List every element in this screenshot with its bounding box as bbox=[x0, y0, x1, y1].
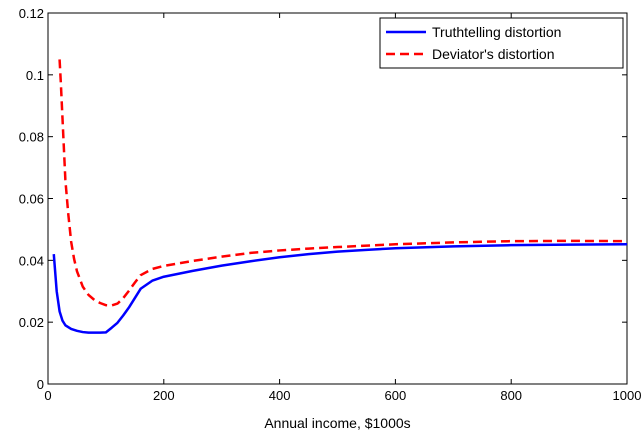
legend-label-truthtelling: Truthtelling distortion bbox=[432, 24, 561, 40]
x-tick-label: 800 bbox=[500, 388, 522, 403]
x-axis: 0 200 400 600 800 1000 bbox=[44, 13, 641, 403]
legend: Truthtelling distortion Deviator's disto… bbox=[379, 17, 624, 69]
y-tick-label: 0.04 bbox=[19, 253, 44, 268]
x-axis-title: Annual income, $1000s bbox=[264, 415, 410, 431]
x-tick-label: 0 bbox=[44, 388, 51, 403]
x-tick-label: 200 bbox=[153, 388, 175, 403]
legend-box bbox=[379, 17, 624, 69]
deviators-distortion-line bbox=[58, 59, 628, 307]
y-tick-label: 0.1 bbox=[26, 68, 44, 83]
plot-frame bbox=[47, 12, 628, 385]
x-tick-label: 400 bbox=[269, 388, 291, 403]
y-tick-label: 0 bbox=[37, 377, 44, 392]
y-tick-label: 0.08 bbox=[19, 130, 44, 145]
series-group bbox=[52, 59, 628, 334]
y-tick-label: 0.12 bbox=[19, 6, 44, 21]
x-tick-label: 1000 bbox=[613, 388, 642, 403]
y-tick-label: 0.02 bbox=[19, 315, 44, 330]
y-axis: 0 0.02 0.04 0.06 0.08 0.1 0.12 bbox=[19, 6, 627, 392]
x-tick-label: 600 bbox=[385, 388, 407, 403]
y-tick-label: 0.06 bbox=[19, 192, 44, 207]
truthtelling-distortion-line bbox=[52, 243, 628, 334]
plot-area: 0 200 400 600 800 1000 0 0.02 0.04 0.06 0.08 0.1 0.… bbox=[19, 6, 642, 403]
legend-label-deviator: Deviator's distortion bbox=[432, 46, 555, 62]
